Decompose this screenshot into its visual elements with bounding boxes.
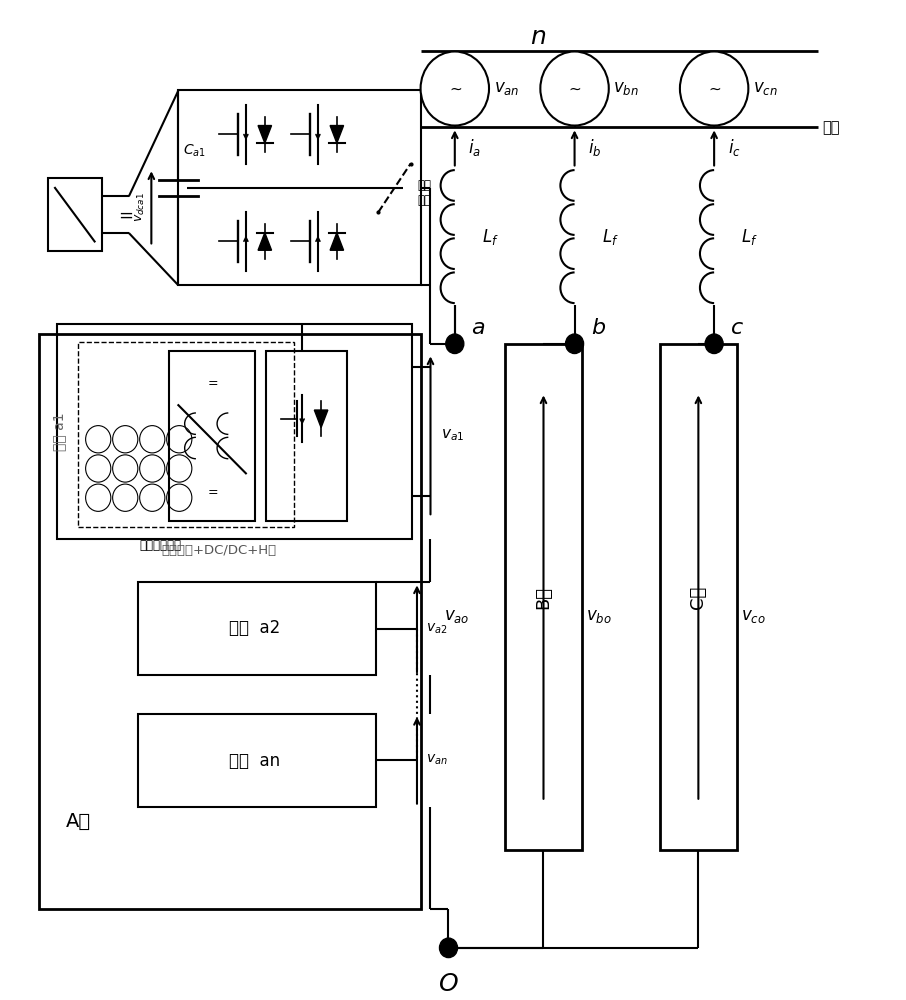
Text: $=$: $=$ [115, 206, 134, 224]
Circle shape [565, 334, 583, 354]
Text: $v_{bo}$: $v_{bo}$ [586, 608, 612, 625]
Circle shape [420, 51, 489, 126]
Bar [169, 351, 255, 521]
Text: $L_f$: $L_f$ [741, 227, 758, 247]
Text: $\sim$: $\sim$ [447, 82, 463, 96]
Text: B相: B相 [534, 586, 552, 609]
Text: $i_a$: $i_a$ [468, 137, 481, 158]
Bar [138, 582, 377, 675]
Bar [506, 344, 582, 850]
Text: $v_{a2}$: $v_{a2}$ [426, 622, 448, 636]
Text: $n$: $n$ [531, 25, 546, 49]
Text: $a$: $a$ [471, 317, 486, 339]
Text: $b$: $b$ [591, 317, 606, 339]
Bar [39, 334, 421, 909]
Bar [660, 344, 737, 850]
Text: 单元  an: 单元 an [229, 752, 281, 770]
Circle shape [439, 938, 458, 958]
Circle shape [446, 334, 464, 354]
Polygon shape [330, 126, 343, 143]
Text: $v_{an}$: $v_{an}$ [426, 753, 448, 767]
Text: $v_{cn}$: $v_{cn}$ [753, 80, 777, 97]
Text: $i_c$: $i_c$ [728, 137, 740, 158]
Polygon shape [330, 233, 343, 250]
Text: A相: A相 [66, 812, 91, 831]
Text: $v_{dca1}$: $v_{dca1}$ [134, 192, 147, 222]
Text: $v_{an}$: $v_{an}$ [494, 80, 519, 97]
Text: $\sim$: $\sim$ [706, 82, 722, 96]
Polygon shape [258, 233, 272, 250]
Text: 单元  a2: 单元 a2 [229, 619, 281, 637]
Text: C相: C相 [689, 585, 707, 609]
Circle shape [680, 51, 748, 126]
Text: $i_b$: $i_b$ [588, 137, 602, 158]
Bar [78, 342, 294, 527]
Text: $=$: $=$ [206, 375, 219, 388]
Bar [138, 714, 377, 807]
Text: $L_f$: $L_f$ [482, 227, 498, 247]
Text: $C_{a1}$: $C_{a1}$ [183, 142, 206, 159]
Polygon shape [258, 126, 272, 143]
Bar [265, 351, 347, 521]
Text: $v_{a1}$: $v_{a1}$ [441, 428, 465, 443]
Text: 光伏电池+DC/DC+H桥: 光伏电池+DC/DC+H桥 [161, 544, 276, 557]
Text: 旁路
开关: 旁路 开关 [417, 179, 431, 207]
Bar [57, 324, 412, 539]
Text: $O$: $O$ [439, 972, 458, 996]
Text: $v_{co}$: $v_{co}$ [741, 608, 766, 625]
Bar [178, 90, 421, 285]
Text: $v_{ao}$: $v_{ao}$ [444, 608, 469, 625]
Text: $v_{bn}$: $v_{bn}$ [613, 80, 639, 97]
Text: $=$: $=$ [206, 484, 219, 497]
Polygon shape [314, 410, 328, 428]
Text: $c$: $c$ [730, 317, 744, 339]
Text: 模块直流端路: 模块直流端路 [140, 539, 181, 552]
Circle shape [540, 51, 609, 126]
Text: $\sim$: $\sim$ [566, 82, 583, 96]
Circle shape [705, 334, 723, 354]
Bar [48, 178, 101, 251]
Text: 电网: 电网 [822, 120, 840, 135]
Text: 单元 a1: 单元 a1 [53, 412, 66, 451]
Text: $L_f$: $L_f$ [602, 227, 619, 247]
